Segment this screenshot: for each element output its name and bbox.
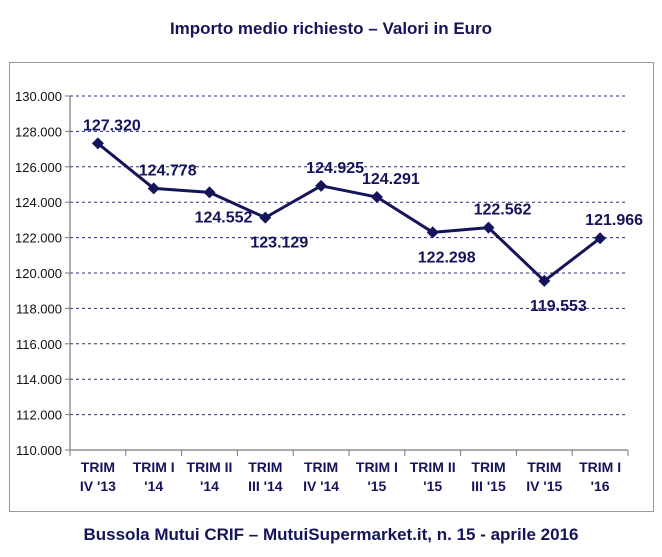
y-tick-label: 130.000 <box>15 89 62 104</box>
chart-frame <box>9 62 654 512</box>
x-tick-label: '15 <box>423 478 442 494</box>
x-tick-label: IV '15 <box>526 478 562 494</box>
data-point <box>259 211 272 224</box>
y-tick-label: 112.000 <box>16 408 62 423</box>
x-tick-label: IV '13 <box>80 478 116 494</box>
x-tick-label: '14 <box>144 478 163 494</box>
x-tick-label: TRIM <box>527 459 561 475</box>
data-label: 124.291 <box>362 171 420 188</box>
y-tick-label: 120.000 <box>15 266 62 281</box>
x-tick-label: TRIM I <box>356 459 398 475</box>
x-tick-label: TRIM <box>304 459 338 475</box>
y-tick-label: 118.000 <box>16 301 62 316</box>
title-band: Importo medio richiesto – Valori in Euro <box>0 0 662 62</box>
data-label: 124.778 <box>139 162 197 179</box>
data-label: 124.925 <box>306 160 364 177</box>
series-line <box>96 142 602 283</box>
data-label: 122.298 <box>418 249 476 266</box>
data-label: 123.129 <box>250 235 308 252</box>
data-point <box>370 191 383 204</box>
x-tick-label: IV '14 <box>303 478 339 494</box>
y-tick-label: 126.000 <box>15 160 62 175</box>
y-tick-label: 128.000 <box>15 124 62 139</box>
data-point <box>538 274 551 287</box>
x-tick-label: III '15 <box>471 478 506 494</box>
data-point <box>203 186 216 199</box>
x-tick-label: TRIM II <box>410 459 456 475</box>
x-tick-label: TRIM <box>248 459 282 475</box>
y-tick-label: 116.000 <box>16 337 62 352</box>
data-point <box>426 226 439 239</box>
source-footer: Bussola Mutui CRIF – MutuiSupermarket.it… <box>83 524 579 544</box>
y-tick-label: 114.000 <box>16 372 62 387</box>
x-tick-label: TRIM II <box>187 459 233 475</box>
data-point <box>594 232 607 245</box>
data-label: 121.966 <box>585 212 643 229</box>
data-point <box>147 182 160 195</box>
data-label: 127.320 <box>83 117 141 134</box>
x-tick-label: III '14 <box>248 478 283 494</box>
y-tick-label: 122.000 <box>15 231 62 246</box>
data-label: 122.562 <box>474 202 532 219</box>
data-point <box>482 221 495 234</box>
x-tick-label: '15 <box>367 478 386 494</box>
x-tick-label: '16 <box>591 478 610 494</box>
x-tick-label: '14 <box>200 478 219 494</box>
data-point <box>315 179 328 192</box>
x-tick-label: TRIM <box>81 459 115 475</box>
chart-title: Importo medio richiesto – Valori in Euro <box>169 19 493 38</box>
data-label: 119.553 <box>530 298 587 315</box>
y-tick-label: 110.000 <box>16 443 62 458</box>
x-tick-label: TRIM <box>471 459 505 475</box>
y-tick-label: 124.000 <box>15 195 62 210</box>
data-point <box>91 137 104 150</box>
data-label: 124.552 <box>195 209 253 226</box>
x-tick-label: TRIM I <box>579 459 621 475</box>
x-tick-label: TRIM I <box>133 459 175 475</box>
